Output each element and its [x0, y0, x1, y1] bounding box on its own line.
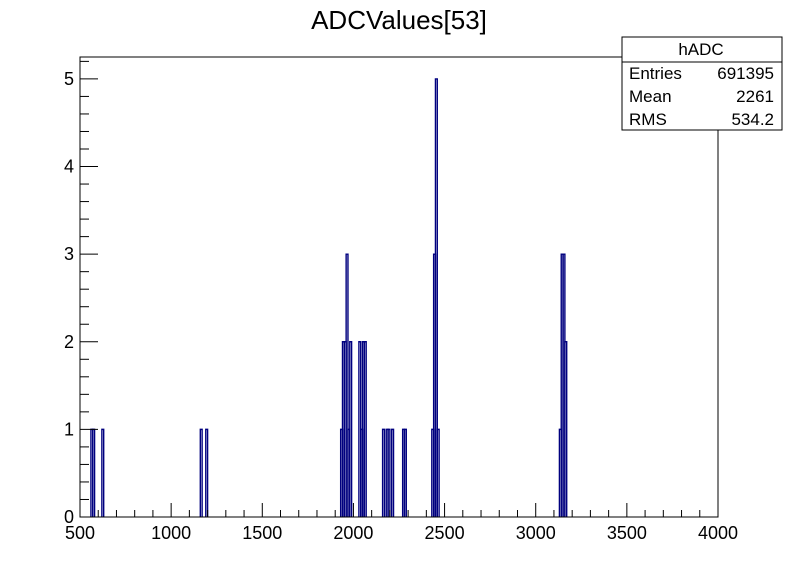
stats-box-title: hADC	[678, 40, 723, 59]
stats-box-frame	[621, 36, 783, 131]
y-tick-label: 2	[64, 332, 74, 352]
x-tick-label: 4000	[698, 523, 738, 543]
stats-rms-value: 534.2	[731, 110, 774, 129]
histogram-bin	[349, 341, 353, 517]
histogram-bars	[90, 78, 568, 517]
plot-frame	[79, 56, 719, 518]
stats-entries-label: Entries	[629, 64, 682, 83]
histogram-bin	[345, 253, 349, 517]
x-tick-label: 1500	[242, 523, 282, 543]
stats-mean-value: 2261	[736, 87, 774, 106]
histogram-bin	[199, 428, 203, 517]
x-tick-label: 3000	[516, 523, 556, 543]
histogram-bin	[101, 428, 105, 517]
x-tick-label: 500	[65, 523, 95, 543]
histogram-bin	[387, 428, 391, 517]
x-tick-label: 3500	[607, 523, 647, 543]
y-tick-label: 4	[64, 157, 74, 177]
histogram-bin	[381, 428, 386, 517]
histogram-bin	[403, 428, 407, 517]
histogram-bin	[363, 341, 367, 517]
stats-box: hADC Entries 691395 Mean 2261 RMS 534.2	[621, 36, 783, 131]
x-tick-label: 1000	[151, 523, 191, 543]
stats-mean-label: Mean	[629, 87, 672, 106]
stats-entries-value: 691395	[717, 64, 774, 83]
histogram-bin	[436, 428, 440, 517]
chart-title: ADCValues[53]	[311, 5, 487, 35]
y-tick-label: 1	[64, 419, 74, 439]
histogram-bin	[205, 428, 209, 517]
y-tick-label: 3	[64, 244, 74, 264]
histogram-bin	[434, 78, 438, 517]
y-axis: 0 1 2 3 4 5	[64, 60, 98, 527]
stats-rms-label: RMS	[629, 110, 667, 129]
y-tick-label: 5	[64, 69, 74, 89]
histogram-bin	[391, 428, 395, 517]
y-tick-label: 0	[64, 507, 74, 527]
histogram-bin	[92, 428, 96, 517]
x-tick-label: 2000	[333, 523, 373, 543]
histogram-bin	[564, 341, 568, 517]
x-axis: 500 1000 1500 2000 2500 3000 3500 4000	[65, 503, 738, 543]
x-tick-label: 2500	[425, 523, 465, 543]
